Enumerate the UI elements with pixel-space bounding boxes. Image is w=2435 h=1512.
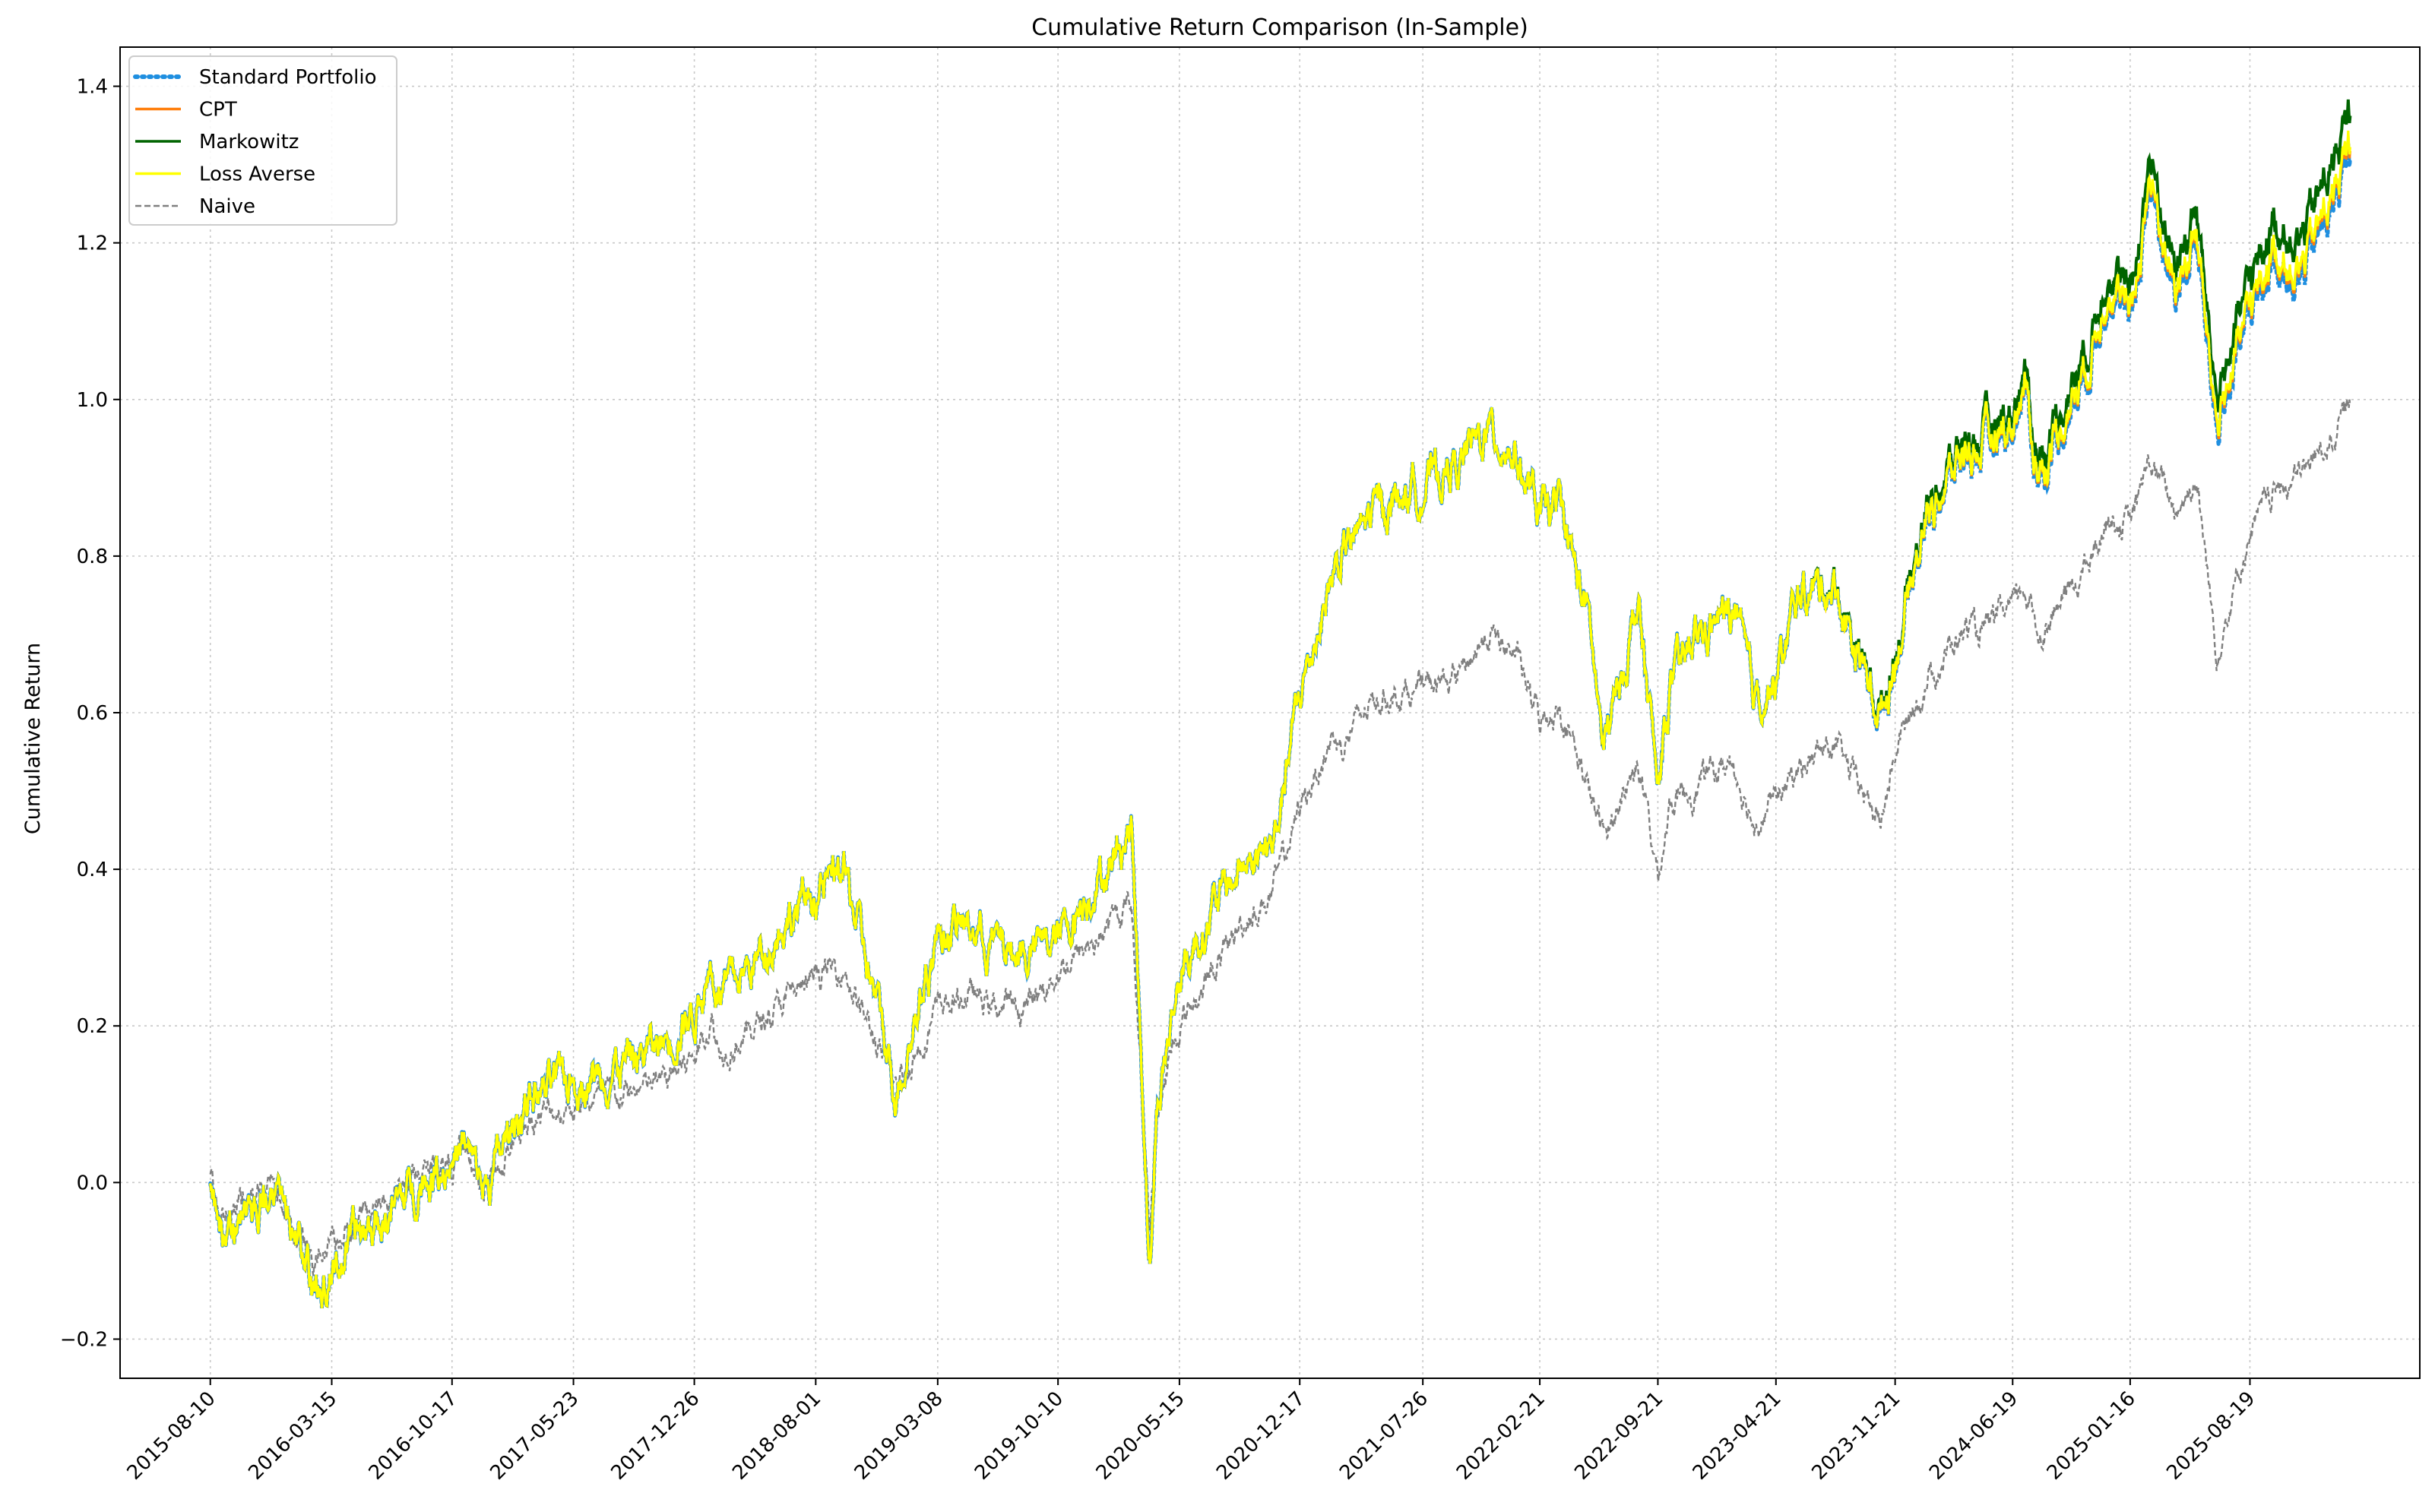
legend-box [128,55,397,226]
legend: Standard Portfolio CPT Markowitz Loss Avers… [128,55,397,226]
y-tick-label: 1.0 [77,389,108,412]
legend-label: Standard Portfolio [199,66,377,89]
legend-label: Loss Averse [199,163,315,186]
y-tick-label: 1.2 [77,232,108,255]
y-tick-label: 0.2 [77,1015,108,1038]
y-tick-label: 1.4 [77,76,108,99]
y-axis: −0.2 0.0 0.2 0.4 0.6 0.8 1.0 1.2 1.4 [60,76,120,1351]
legend-label: CPT [199,99,237,122]
y-axis-label: Cumulative Return [21,643,45,834]
series-lines [208,99,2352,1309]
chart-title: Cumulative Return Comparison (In-Sample) [1031,14,1528,41]
series-line-naive [209,398,2351,1276]
legend-label: Naive [199,195,255,218]
y-tick-label: 0.4 [77,859,108,881]
y-tick-label: 0.8 [77,546,108,568]
series-line-loss-averse [209,130,2351,1308]
y-tick-label: 0.6 [77,702,108,725]
grid [120,47,2420,1378]
legend-label: Markowitz [199,131,299,153]
y-tick-label: −0.2 [60,1328,108,1351]
y-tick-label: 0.0 [77,1172,108,1194]
